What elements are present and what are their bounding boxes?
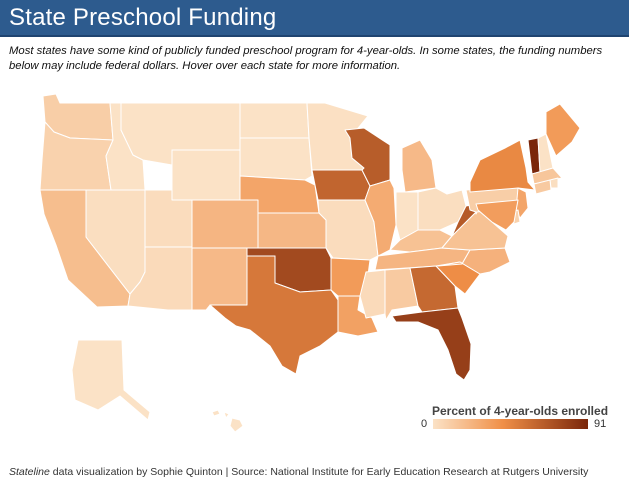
legend-title: Percent of 4-year-olds enrolled	[431, 404, 609, 418]
state-new-mexico[interactable]: New Mexico	[191, 247, 248, 311]
state-south-dakota[interactable]: South Dakota	[239, 137, 313, 181]
legend-min-label: 0	[421, 418, 428, 430]
state-connecticut[interactable]: Connecticut	[533, 179, 552, 195]
state-iowa[interactable]: Iowa	[311, 169, 371, 201]
header-bar: State Preschool Funding	[0, 0, 629, 37]
state-massachusetts[interactable]: Massachusetts	[531, 167, 563, 185]
state-louisiana[interactable]: Louisiana	[337, 295, 379, 337]
state-michigan[interactable]: Michigan	[401, 139, 437, 193]
state-florida[interactable]: Florida	[391, 307, 472, 381]
state-north-carolina[interactable]: North Carolina	[437, 247, 511, 275]
state-maine[interactable]: Maine	[545, 103, 581, 157]
footer-credit: data visualization by Sophie Quinton | S…	[49, 466, 589, 478]
state-mississippi[interactable]: Mississippi	[359, 269, 386, 319]
state-new-york[interactable]: New York	[469, 139, 536, 193]
state-north-dakota[interactable]: North Dakota	[239, 102, 310, 139]
state-hawaii[interactable]: Hawaii	[211, 409, 244, 433]
legend-color-ramp	[433, 419, 588, 429]
source-footer: Stateline data visualization by Sophie Q…	[9, 466, 588, 478]
state-colorado[interactable]: Colorado	[191, 199, 259, 249]
state-wisconsin[interactable]: Wisconsin	[344, 127, 391, 187]
page-title: State Preschool Funding	[9, 4, 277, 31]
state-kansas[interactable]: Kansas	[257, 212, 327, 249]
state-wyoming[interactable]: Wyoming	[171, 149, 241, 201]
intro-text: Most states have some kind of publicly f…	[9, 45, 603, 72]
legend-max-label: 91	[594, 418, 607, 430]
state-maryland[interactable]: Maryland	[475, 199, 519, 231]
state-texas[interactable]: Texas	[209, 255, 339, 375]
us-choropleth-map: WashingtonOregonCaliforniaNevadaIdahoMon…	[39, 93, 581, 433]
footer-outlet: Stateline	[9, 466, 50, 478]
state-rhode-island[interactable]: Rhode Island	[549, 177, 559, 189]
state-alaska[interactable]: Alaska	[71, 339, 151, 421]
